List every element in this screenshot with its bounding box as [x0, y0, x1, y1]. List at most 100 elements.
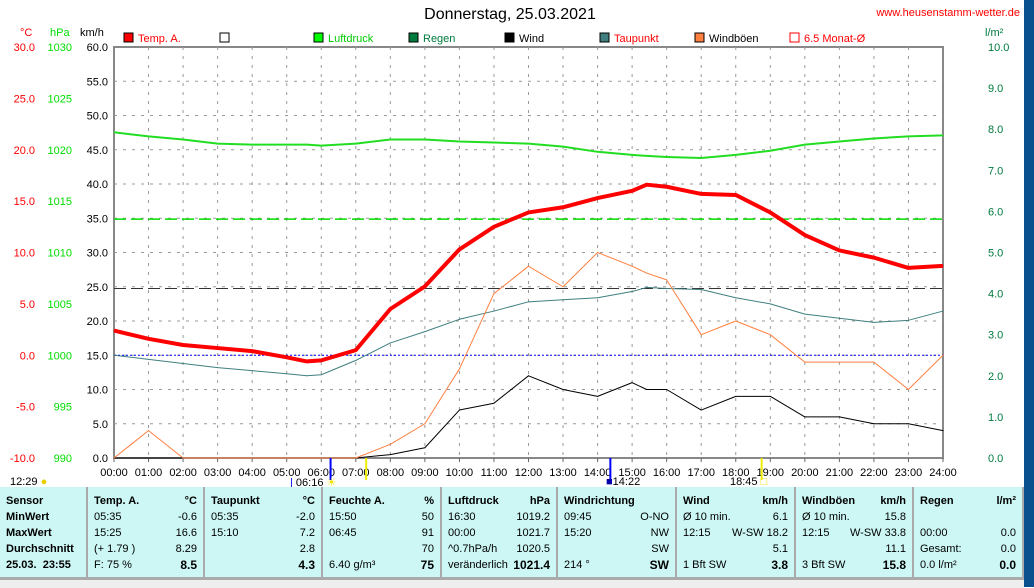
pressure-axis-label: 1020 [48, 145, 72, 157]
data-point [838, 416, 840, 418]
data-point [666, 389, 668, 390]
data-point [562, 206, 564, 208]
cell-value: 6.1 [772, 511, 788, 523]
data-point [493, 226, 495, 228]
data-point [838, 361, 840, 363]
legend-swatch [313, 32, 324, 43]
legend-swatch [599, 32, 610, 43]
status-bar [0, 579, 1024, 588]
x-tick-label: 05:00 [273, 467, 301, 479]
data-point [562, 286, 564, 288]
data-point [251, 370, 253, 372]
column-sensor: Sensor MinWert MaxWert Durchschnitt 25.03. 2… [0, 487, 88, 577]
data-point [251, 350, 253, 352]
data-point [873, 423, 875, 425]
legend-item: 6.5 Monat-Ø [789, 32, 866, 45]
data-point [597, 197, 599, 199]
data-point [838, 317, 840, 319]
data-point [769, 395, 771, 397]
cell-value: 15.8 [882, 558, 906, 572]
cell-info: 09:45 [564, 511, 592, 523]
data-point [907, 423, 909, 425]
temp-axis-label: 10.0 [14, 248, 35, 260]
legend-item: Regen [408, 32, 455, 45]
cell-info: 6.40 g/m³ [329, 559, 376, 571]
data-point [424, 447, 426, 449]
rain-unit: l/m² [985, 27, 1004, 39]
sunrise-time: 06:16 [295, 477, 324, 489]
moonrise-label: 12:29 ● [10, 476, 47, 488]
cell-info: 15:25 [94, 527, 122, 539]
cell-value: 0.0 [1000, 543, 1016, 555]
column-unit: °C [302, 495, 315, 507]
pressure-unit: hPa [50, 27, 70, 39]
column-press: Luftdruck hPa 16:30 1019.2 00:00 1021.7 ^0.7hP… [442, 487, 558, 577]
data-point [700, 157, 702, 159]
data-point [458, 248, 460, 250]
scrollbar[interactable] [1024, 0, 1034, 587]
data-point [631, 154, 633, 156]
legend-swatch [504, 32, 515, 43]
rain-axis-label: 1.0 [988, 412, 1003, 424]
column-header: Windrichtung [564, 495, 635, 507]
cell-value: 1021.4 [513, 558, 550, 572]
data-point [493, 293, 495, 295]
data-point [217, 347, 219, 349]
data-point [182, 344, 184, 346]
x-tick-label: 12:00 [515, 467, 543, 479]
legend-item: Temp. A. [123, 32, 181, 45]
cell-value: 5.1 [772, 543, 788, 555]
data-point [182, 457, 184, 459]
legend-label: Taupunkt [614, 33, 659, 45]
x-tick-label: 23:00 [895, 467, 923, 479]
data-point [646, 184, 648, 186]
wind-unit: km/h [80, 27, 104, 39]
data-point [907, 319, 909, 321]
data-point [424, 138, 426, 140]
cell-value: 75 [420, 558, 434, 572]
data-point [251, 144, 253, 146]
legend-label: Temp. A. [138, 33, 181, 45]
cell-info: 15:20 [564, 527, 592, 539]
data-point [217, 457, 219, 459]
data-point [355, 349, 357, 351]
temp-axis-label: -5.0 [16, 402, 35, 414]
cell-info: 3 Bft SW [802, 559, 846, 571]
pressure-axis-label: 990 [54, 453, 72, 465]
data-point [646, 272, 648, 274]
column-header: Wind [683, 495, 710, 507]
data-point [306, 457, 308, 459]
pressure-axis-label: 1000 [48, 350, 72, 362]
rain-axis-label: 2.0 [988, 371, 1003, 383]
data-point [217, 143, 219, 145]
x-tick-label: 06:00 [307, 467, 335, 479]
legend-item [219, 32, 230, 43]
data-point [286, 457, 288, 459]
pressure-axis-label: 995 [54, 402, 72, 414]
website-link[interactable]: www.heusenstamm-wetter.de [876, 7, 1020, 19]
pressure-axis-label: 1025 [48, 93, 72, 105]
wind-axis-label: 55.0 [87, 76, 108, 88]
data-point [148, 358, 150, 360]
cell-info: 12:15 [802, 527, 830, 539]
cell-info: ^0.7hPa/h [448, 543, 498, 555]
data-point [182, 362, 184, 364]
pressure-axis-label: 1005 [48, 299, 72, 311]
data-point [942, 134, 944, 136]
x-tick-label: 07:00 [342, 467, 370, 479]
legend-label: 6.5 Monat-Ø [804, 33, 866, 45]
cell-info: 0.0 l/m² [920, 559, 957, 571]
legend-item: Luftdruck [313, 32, 374, 45]
cell-info: F: 75 % [94, 559, 132, 571]
legend-label: Wind [519, 33, 544, 45]
data-point [355, 359, 357, 361]
legend-label: Luftdruck [328, 33, 374, 45]
data-point [424, 423, 426, 425]
data-point [804, 234, 806, 236]
chart-title: Donnerstag, 25.03.2021 [424, 6, 596, 23]
statistics-table: Sensor MinWert MaxWert Durchschnitt 25.03. 2… [0, 487, 1024, 579]
cell-info: (+ 1.79 ) [94, 543, 136, 555]
data-point [735, 320, 737, 322]
wind-axis-label: 40.0 [87, 179, 108, 191]
data-point [182, 138, 184, 140]
